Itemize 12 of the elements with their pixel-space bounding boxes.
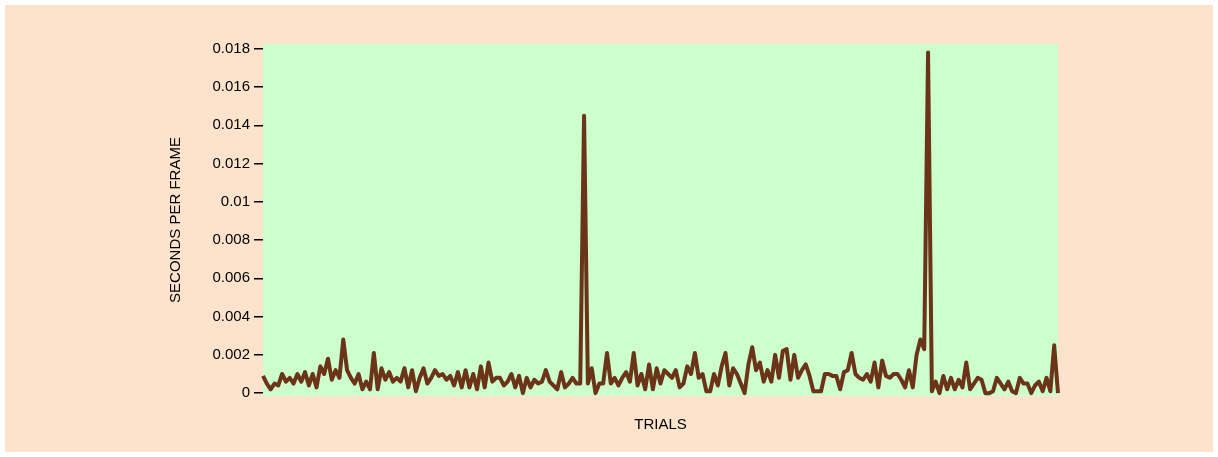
- y-tick-label: 0.008: [212, 230, 250, 248]
- y-tick-label: 0.012: [212, 153, 250, 171]
- y-tick-label: 0.018: [212, 38, 250, 56]
- y-tick-label: 0.016: [212, 77, 250, 95]
- x-axis-title: TRIALS: [634, 415, 687, 433]
- y-tick-label: 0: [241, 383, 250, 401]
- y-axis-title: SECONDS PER FRAME: [166, 137, 184, 303]
- y-tick-label: 0.006: [212, 268, 250, 286]
- y-tick-label: 0.004: [212, 306, 250, 324]
- y-tick-label: 0.014: [212, 115, 250, 133]
- y-tick-label: 0.002: [212, 345, 250, 363]
- y-tick-label: 0.01: [220, 191, 250, 209]
